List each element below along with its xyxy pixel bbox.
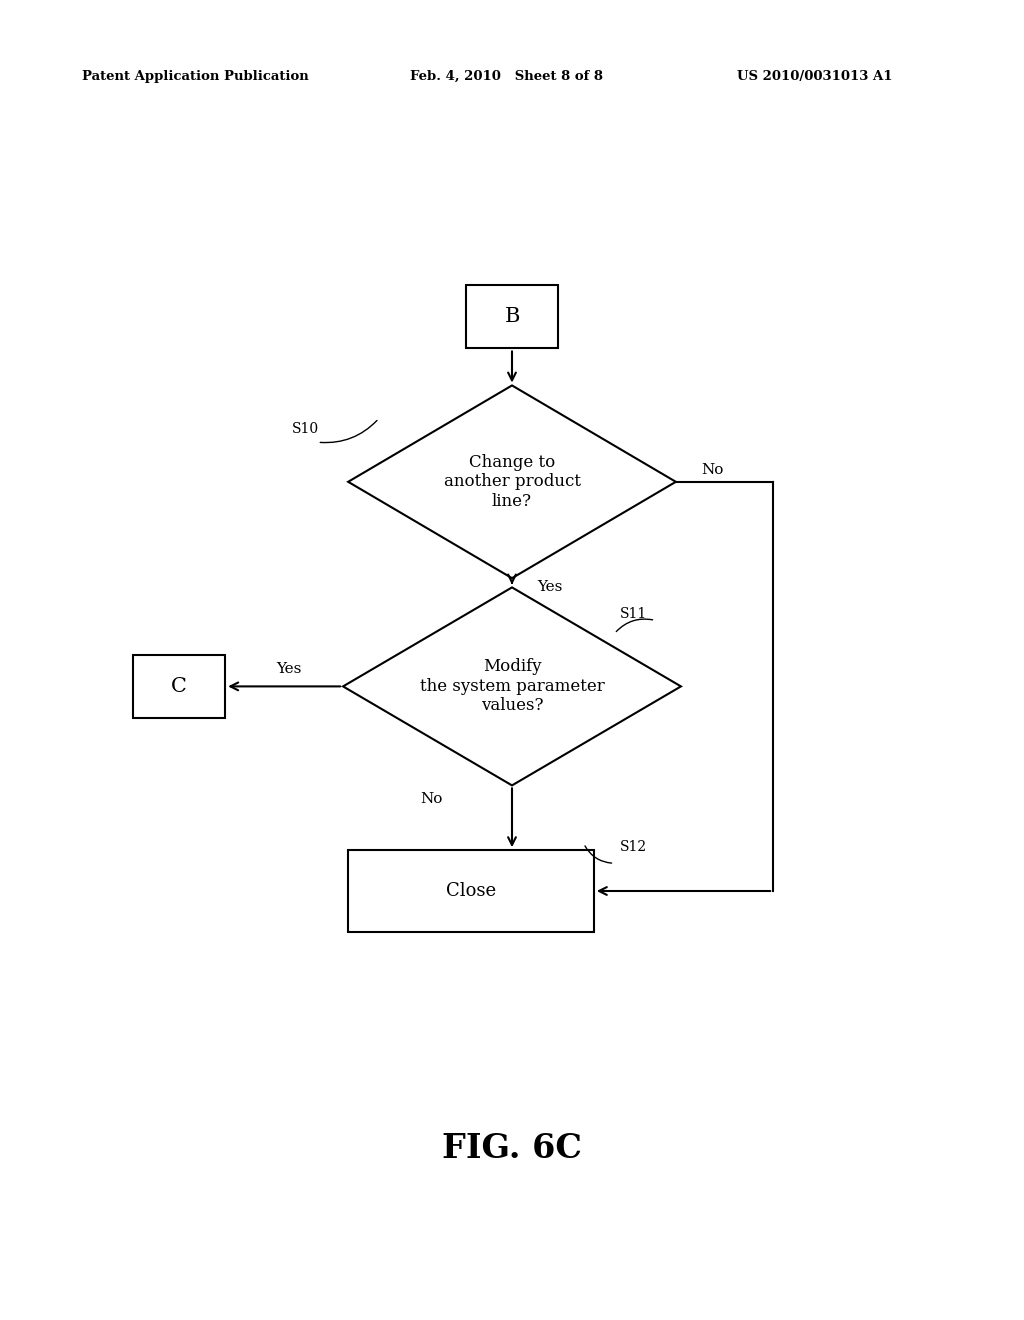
Text: Change to
another product
line?: Change to another product line?	[443, 454, 581, 510]
Text: US 2010/0031013 A1: US 2010/0031013 A1	[737, 70, 893, 83]
Text: Yes: Yes	[276, 663, 302, 676]
Text: No: No	[420, 792, 442, 805]
Text: S12: S12	[620, 841, 646, 854]
Polygon shape	[343, 587, 681, 785]
Bar	[348, 850, 594, 932]
Bar	[466, 285, 558, 348]
Polygon shape	[348, 385, 676, 578]
Text: Patent Application Publication: Patent Application Publication	[82, 70, 308, 83]
Text: No: No	[701, 463, 724, 477]
Text: Modify
the system parameter
values?: Modify the system parameter values?	[420, 659, 604, 714]
Text: FIG. 6C: FIG. 6C	[442, 1133, 582, 1166]
Bar	[133, 655, 225, 718]
Text: B: B	[504, 308, 520, 326]
Text: Close: Close	[446, 882, 496, 900]
Text: Feb. 4, 2010   Sheet 8 of 8: Feb. 4, 2010 Sheet 8 of 8	[410, 70, 602, 83]
Text: S10: S10	[292, 422, 318, 436]
Text: Yes: Yes	[538, 581, 563, 594]
Text: S11: S11	[620, 607, 647, 620]
Text: C: C	[171, 677, 187, 696]
